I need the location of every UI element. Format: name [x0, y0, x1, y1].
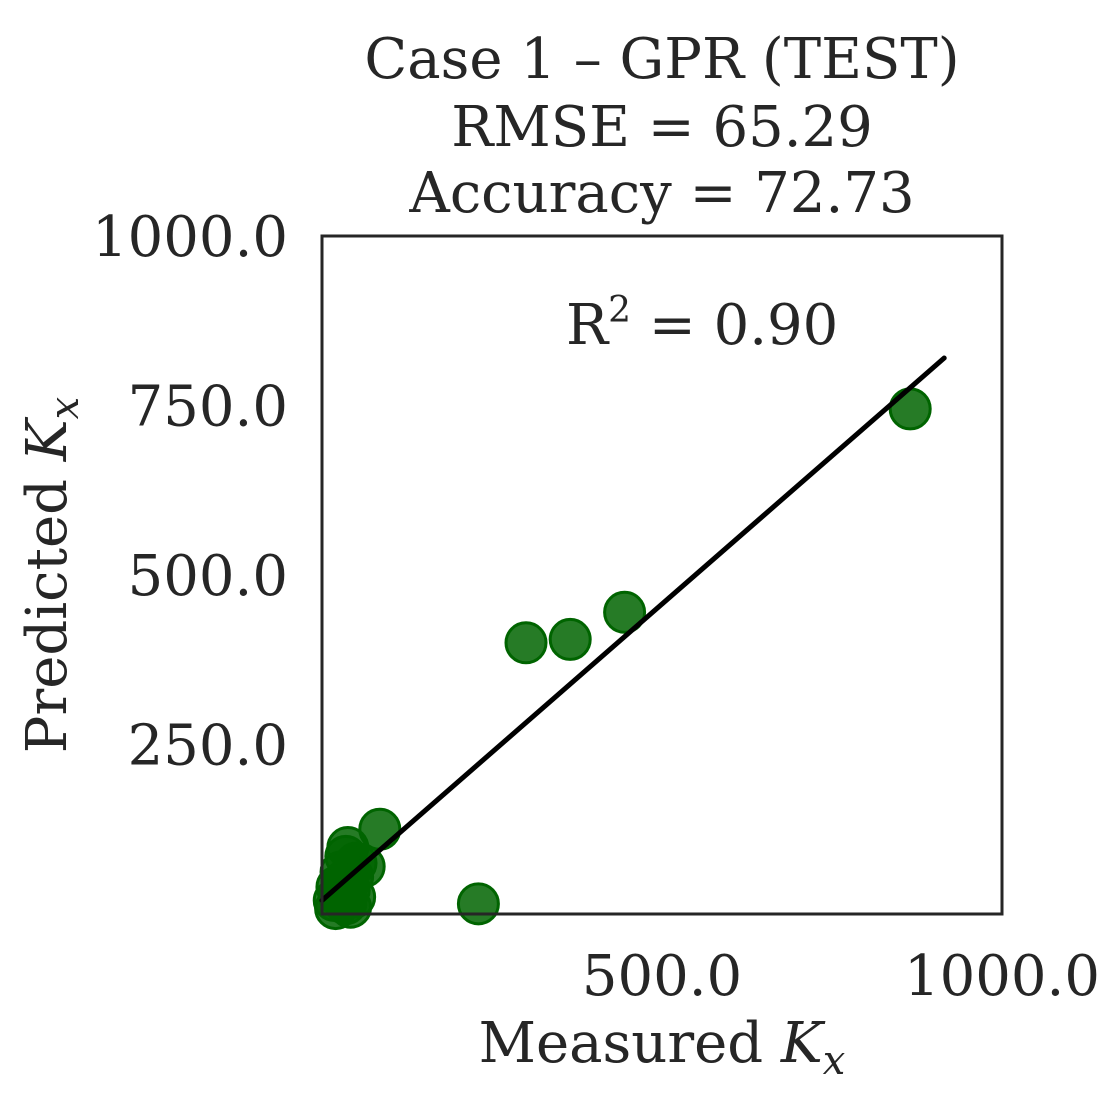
data-point [603, 590, 647, 634]
r-squared-superscript: 2 [608, 290, 631, 331]
r-squared-annotation: R2 = 0.90 [566, 290, 838, 358]
fit-line [319, 355, 947, 903]
y-axis-label-text: Predicted [15, 479, 80, 753]
y-axis-label: Predicted Kx [15, 397, 88, 753]
chart-title-line-2: RMSE = 65.29 [451, 95, 873, 160]
x-axis-label-text: Measured [479, 1011, 763, 1076]
data-point [329, 885, 373, 929]
x-axis-symbol: K [780, 1011, 826, 1076]
y-axis-symbol: K [15, 416, 80, 462]
x-tick-label: 1000.0 [904, 944, 1100, 1009]
x-tick-label: 500.0 [582, 944, 742, 1009]
y-tick-label: 500.0 [128, 544, 288, 609]
chart-title-line-3: Accuracy = 72.73 [408, 161, 914, 226]
y-tick-label: 750.0 [128, 375, 288, 440]
data-points [312, 387, 932, 931]
y-axis-symbol-subscript: x [42, 397, 88, 420]
y-tick-labels: 250.0 500.0 750.0 1000.0 [92, 205, 288, 779]
r-squared-value: = 0.90 [631, 293, 838, 358]
y-tick-label: 1000.0 [92, 205, 288, 270]
chart-title-line-1: Case 1 – GPR (TEST) [364, 27, 959, 92]
plot-frame [320, 234, 1004, 916]
data-point [456, 882, 500, 926]
data-point [504, 621, 548, 665]
x-axis-symbol-subscript: x [823, 1038, 846, 1084]
data-point [548, 617, 592, 661]
r-squared-base: R [566, 293, 610, 358]
y-tick-label: 250.0 [128, 714, 288, 779]
plot-area [312, 234, 1004, 931]
data-point [888, 387, 932, 431]
x-tick-labels: 500.0 1000.0 [582, 944, 1100, 1009]
x-axis-label: Measured Kx [479, 1011, 846, 1084]
